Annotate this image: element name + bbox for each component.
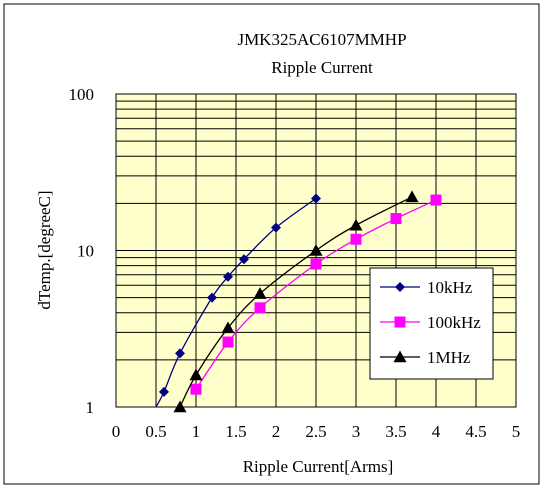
legend-marker [395, 282, 405, 292]
series-layer [155, 190, 442, 413]
x-tick-label: 3 [352, 422, 361, 441]
y-tick-label: 1 [86, 398, 95, 417]
y-axis-label: dTemp.[degreeC] [35, 190, 54, 309]
chart-subtitle: Ripple Current [271, 58, 373, 77]
tick-labels: 0 0.5 1 1.5 2 2.5 3 3.5 4 4.5 5 1 10 100 [69, 85, 521, 441]
data-point [349, 218, 363, 231]
series-10kHz [155, 193, 321, 408]
data-point [311, 193, 321, 204]
series-1MHz [173, 190, 419, 413]
legend-label: 100kHz [427, 313, 481, 332]
legend-marker [394, 316, 406, 328]
x-tick-label: 3.5 [385, 422, 406, 441]
x-tick-label: 2.5 [305, 422, 326, 441]
y-tick-label: 10 [77, 242, 94, 261]
chart-title: JMK325AC6107MMHP [237, 30, 406, 49]
x-tick-label: 0 [112, 422, 121, 441]
x-tick-label: 4 [432, 422, 441, 441]
data-point [190, 383, 202, 395]
data-point [350, 233, 362, 245]
data-point [430, 194, 442, 206]
data-point [159, 386, 169, 397]
data-point [253, 287, 267, 299]
legend-marker [393, 350, 407, 363]
data-point [221, 321, 235, 334]
y-tick-label: 100 [69, 85, 95, 104]
data-point [175, 348, 185, 359]
x-axis-label: Ripple Current[Arms] [243, 457, 394, 476]
x-tick-label: 1.5 [225, 422, 246, 441]
data-point [309, 244, 323, 256]
legend: 10kHz 100kHz 1MHz [369, 267, 494, 380]
data-point [222, 336, 234, 348]
data-point [189, 368, 203, 381]
data-point [390, 213, 402, 225]
x-tick-label: 2 [272, 422, 281, 441]
data-point [310, 258, 322, 270]
legend-label: 1MHz [427, 348, 471, 367]
plot-border [115, 93, 517, 408]
data-point [405, 190, 419, 203]
data-point [271, 222, 281, 233]
data-point [239, 254, 249, 265]
data-point [173, 400, 187, 413]
x-tick-label: 5 [512, 422, 521, 441]
legend-label: 10kHz [427, 278, 473, 297]
x-tick-label: 4.5 [465, 422, 486, 441]
x-tick-label: 1 [192, 422, 201, 441]
data-point [223, 271, 233, 282]
data-point [207, 292, 217, 303]
series-100kHz [190, 194, 442, 395]
data-point [254, 302, 266, 314]
x-tick-label: 0.5 [145, 422, 166, 441]
